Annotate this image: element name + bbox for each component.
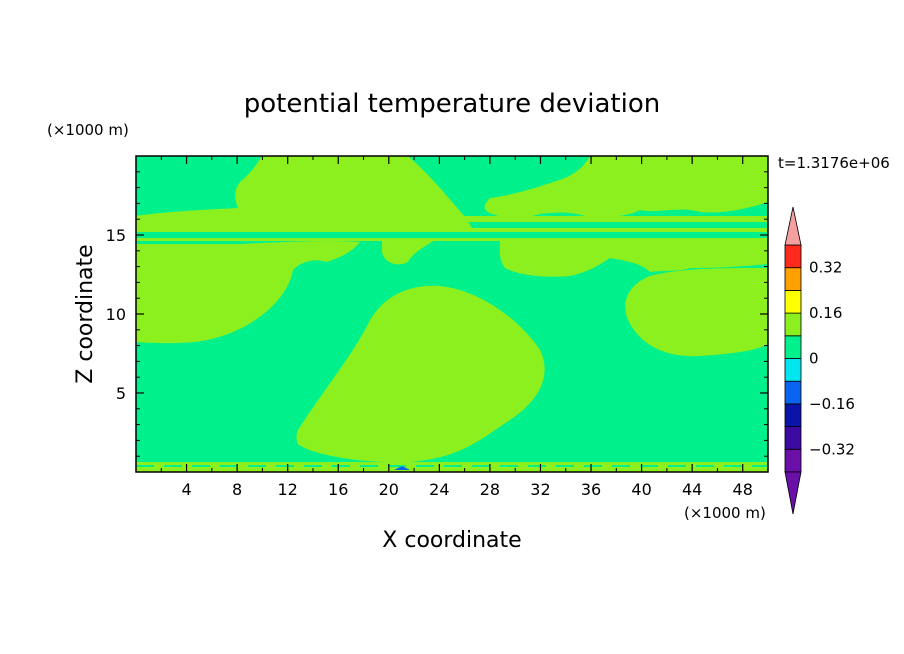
colorbar-label: −0.32 xyxy=(809,440,855,458)
colorbar-label: 0.32 xyxy=(809,259,842,277)
y-axis-ticks: 5 10 15 xyxy=(106,171,768,457)
x-axis-label: X coordinate xyxy=(382,528,521,553)
field-band-mid xyxy=(136,228,768,232)
colorbar-segment xyxy=(784,380,802,405)
x-tick-label: 40 xyxy=(631,480,651,499)
y-tick-label: 15 xyxy=(106,226,126,245)
field-region-central-bubble xyxy=(296,285,545,463)
colorbar-label: 0 xyxy=(809,350,819,368)
colorbar-top-arrow xyxy=(784,206,802,246)
time-label: t=1.3176e+06 xyxy=(778,154,890,172)
field-region-top-left xyxy=(136,156,472,228)
y-unit-label: (×1000 m) xyxy=(47,121,129,139)
colorbar: 0.32 0.16 0 −0.16 −0.32 xyxy=(784,206,855,515)
colorbar-segment xyxy=(784,403,802,427)
y-axis-label: Z coordinate xyxy=(73,244,98,383)
field-region-top-right xyxy=(484,156,768,218)
x-tick-label: 16 xyxy=(328,480,348,499)
x-tick-label: 12 xyxy=(278,480,298,499)
x-tick-label: 28 xyxy=(480,480,500,499)
field-band-upper xyxy=(136,216,768,222)
colorbar-segment xyxy=(784,312,802,337)
x-tick-label: 24 xyxy=(429,480,449,499)
field-region-small-top xyxy=(660,176,701,204)
x-tick-label: 44 xyxy=(682,480,702,499)
colorbar-segment xyxy=(784,426,802,450)
chart-title: potential temperature deviation xyxy=(244,89,660,119)
field-near-surface-detail xyxy=(136,465,768,470)
x-axis-ticks: 4 8 12 16 20 24 28 32 36 40 44 48 xyxy=(160,156,753,499)
colorbar-segment xyxy=(784,267,802,291)
colorbar-segment xyxy=(784,244,802,269)
field-negative-spot xyxy=(394,466,410,470)
field-band-low xyxy=(136,238,768,241)
field-region-small-top2 xyxy=(522,191,536,200)
colorbar-bottom-arrow xyxy=(784,471,802,515)
colorbar-segment xyxy=(784,448,802,473)
x-unit-label: (×1000 m) xyxy=(684,504,766,522)
field-region-mid-right xyxy=(499,240,768,277)
field-region-mid-left xyxy=(136,241,360,344)
x-tick-label: 8 xyxy=(232,480,242,499)
y-tick-label: 10 xyxy=(106,305,126,324)
x-tick-label: 4 xyxy=(181,480,191,499)
y-tick-label: 5 xyxy=(116,384,126,403)
field-region-right-lobe xyxy=(625,268,768,357)
x-tick-label: 36 xyxy=(581,480,601,499)
colorbar-label: 0.16 xyxy=(809,304,842,322)
colorbar-segment xyxy=(784,289,802,314)
colorbar-segment xyxy=(784,335,802,359)
x-tick-label: 20 xyxy=(379,480,399,499)
field-region-mid-center xyxy=(382,240,435,265)
x-tick-label: 48 xyxy=(733,480,753,499)
x-tick-label: 32 xyxy=(530,480,550,499)
colorbar-segment xyxy=(784,358,802,382)
colorbar-label: −0.16 xyxy=(809,395,855,413)
